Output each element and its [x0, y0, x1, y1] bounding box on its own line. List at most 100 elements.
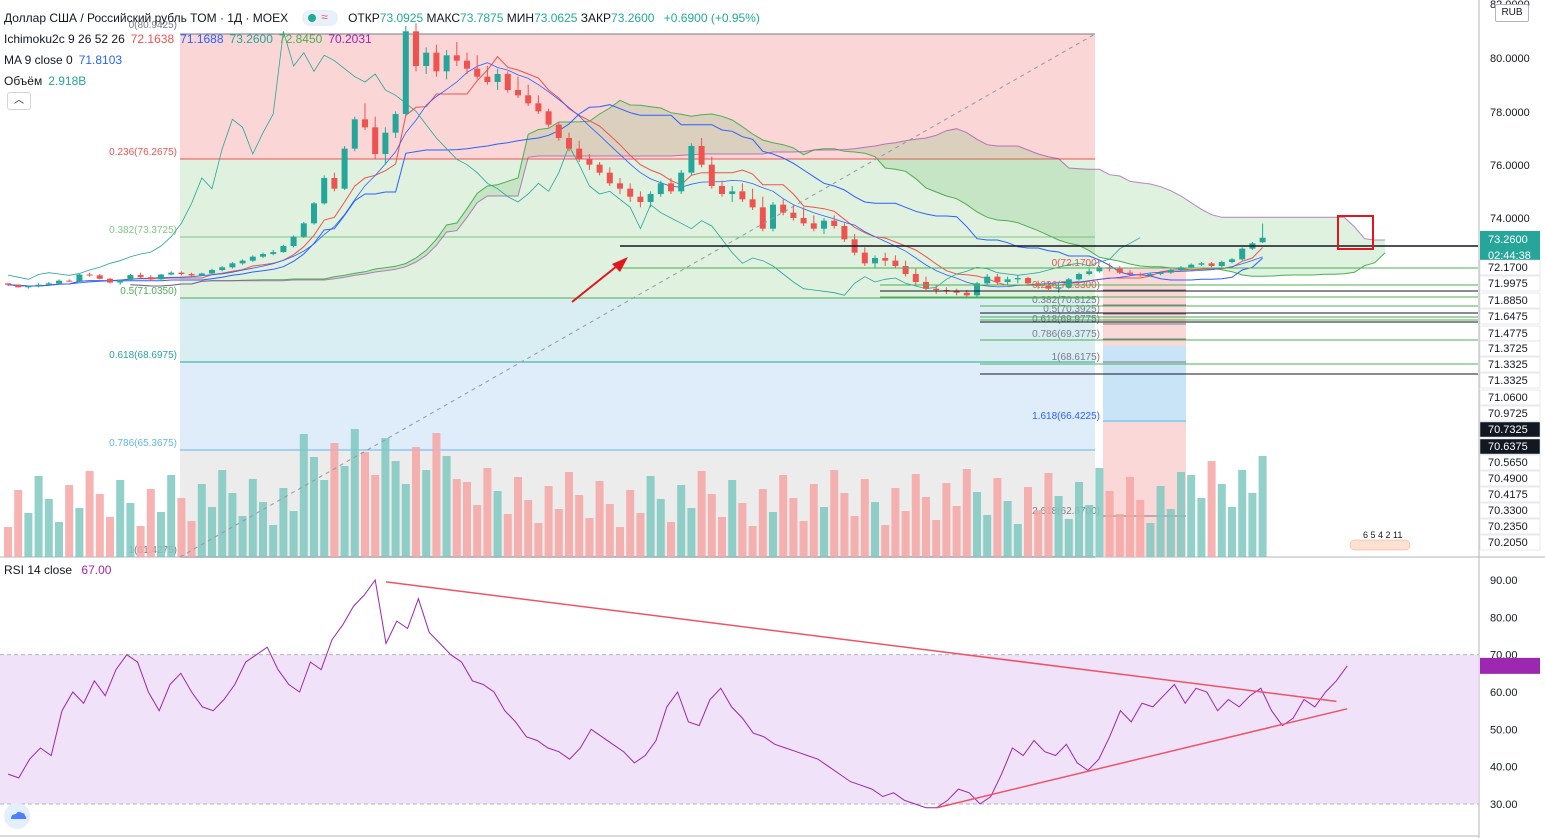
candle-body: [188, 274, 195, 276]
volume-bar: [126, 503, 135, 557]
level-tag-value: 71.6475: [1488, 311, 1528, 323]
candle-body: [178, 272, 185, 274]
fib-zone: [1103, 346, 1186, 422]
volume-bar: [412, 447, 420, 557]
candle-body: [841, 226, 848, 240]
ichimoku-legend[interactable]: Ichimoku2c 9 26 52 26 72.1638 71.1688 73…: [4, 28, 760, 49]
candlesticks[interactable]: [5, 23, 1266, 297]
candle-body: [311, 203, 317, 224]
rsi-axis-label: 30.00: [1490, 799, 1518, 811]
candle-body: [627, 188, 634, 197]
current-price-tag: [1480, 231, 1540, 247]
rsi-pane[interactable]: [0, 578, 1479, 809]
volume-bar: [922, 497, 930, 557]
volume-bar: [1197, 498, 1206, 557]
ichimoku-name[interactable]: Ichimoku2c 9 26 52 26: [4, 31, 125, 46]
level-tag: [1479, 518, 1541, 535]
volume-bar: [789, 498, 798, 557]
volume-bar: [830, 470, 839, 557]
volume-bar: [871, 502, 879, 557]
volume-bar: [1034, 510, 1043, 557]
fib-level-label: 0.5(71.0350): [120, 286, 177, 297]
symbol-row[interactable]: Доллар США / Российский рубль TOM · 1Д ·…: [4, 7, 760, 28]
candle-body: [1229, 259, 1235, 262]
volume-bar: [901, 511, 910, 557]
volume-bar: [626, 490, 635, 557]
volume-bar: [973, 492, 981, 557]
volume-bar: [983, 515, 992, 557]
volume-bar: [718, 517, 726, 557]
ichimoku-lagging-value: 73.2600: [229, 31, 273, 46]
fib-level-label: 1(68.6175): [1052, 352, 1100, 363]
volume-bar: [85, 471, 94, 557]
ichimoku-conversion-value: 72.1638: [130, 31, 175, 46]
level-tag: [1479, 356, 1541, 373]
rsi-trendline: [936, 708, 1348, 809]
volume-bar: [820, 507, 828, 557]
volume-bar: [371, 475, 380, 557]
volume-bar: [575, 495, 584, 557]
level-tag: [1479, 486, 1541, 503]
currency-button[interactable]: RUB: [1495, 4, 1529, 22]
fib-level-label: 0.382(73.3725): [109, 225, 177, 236]
level-tag-value: 70.7325: [1488, 424, 1528, 436]
volume-bar: [524, 500, 533, 557]
fibonacci-retracement[interactable]: 0(80.9425) 0.236(76.2675) 0.382(73.3725) 0.…: [109, 20, 1186, 558]
volume-bar: [1187, 475, 1196, 557]
ma-name[interactable]: MA 9 close 0: [4, 52, 73, 67]
candle-body: [1218, 262, 1225, 266]
level-tag-value: 71.4775: [1488, 328, 1528, 340]
rsi-name[interactable]: RSI 14 close: [4, 563, 73, 577]
candle-body: [637, 196, 644, 202]
ma-legend[interactable]: MA 9 close 0 71.8103: [4, 49, 760, 70]
volume-bar: [452, 479, 461, 557]
candle-body: [117, 279, 124, 283]
candle-body: [76, 274, 83, 282]
price-axis[interactable]: 80.000078.000076.000074.000082.000073.26…: [1479, 0, 1541, 811]
fib-zone: [180, 362, 1095, 450]
volume-bar: [1207, 461, 1216, 557]
fib-zone: [1103, 268, 1186, 346]
volume-bar: [1003, 501, 1012, 557]
ma-value: 71.8103: [78, 52, 123, 67]
tradingview-logo-icon[interactable]: [4, 803, 30, 829]
volume-bar: [911, 474, 920, 557]
level-tag: [1479, 438, 1541, 455]
candle-body: [1096, 267, 1103, 272]
candle-body: [698, 146, 705, 165]
candle-body: [96, 275, 103, 279]
drawings[interactable]: 6 5 4 2 11: [179, 33, 1478, 558]
collapse-legend-button[interactable]: ︿: [7, 92, 31, 110]
candle-body: [127, 275, 134, 280]
candle-body: [525, 95, 532, 104]
volume-bar: [1248, 493, 1257, 557]
volume-name[interactable]: Объём: [4, 73, 43, 88]
volume-bar: [146, 489, 155, 557]
candle-body: [1014, 278, 1021, 280]
high-label: МАКС: [426, 10, 461, 25]
candle-body: [1188, 264, 1195, 268]
volume-bar: [687, 508, 696, 557]
rsi-legend[interactable]: RSI 14 close 67.00: [4, 563, 111, 577]
volume-bar: [646, 476, 655, 557]
volume-bar: [1054, 496, 1063, 557]
level-tag: [1479, 421, 1541, 438]
volume-bars: [4, 429, 1267, 557]
volume-bar: [728, 480, 737, 557]
candle-body: [800, 218, 807, 224]
volume-bar: [401, 484, 410, 557]
volume-bar: [1064, 519, 1073, 557]
volume-legend[interactable]: Объём 2.918B: [4, 70, 760, 91]
candle-body: [321, 178, 328, 204]
level-tag: [1479, 389, 1541, 406]
level-tag: [1479, 275, 1541, 292]
candle-body: [351, 119, 358, 149]
volume-bar: [483, 468, 492, 557]
market-status-badge[interactable]: ≈: [302, 9, 339, 26]
candle-body: [1004, 279, 1011, 282]
volume-bar: [1166, 509, 1175, 557]
volume-bar: [1044, 473, 1053, 557]
symbol-title[interactable]: Доллар США / Российский рубль TOM · 1Д ·…: [4, 10, 289, 25]
candle-body: [464, 60, 470, 69]
